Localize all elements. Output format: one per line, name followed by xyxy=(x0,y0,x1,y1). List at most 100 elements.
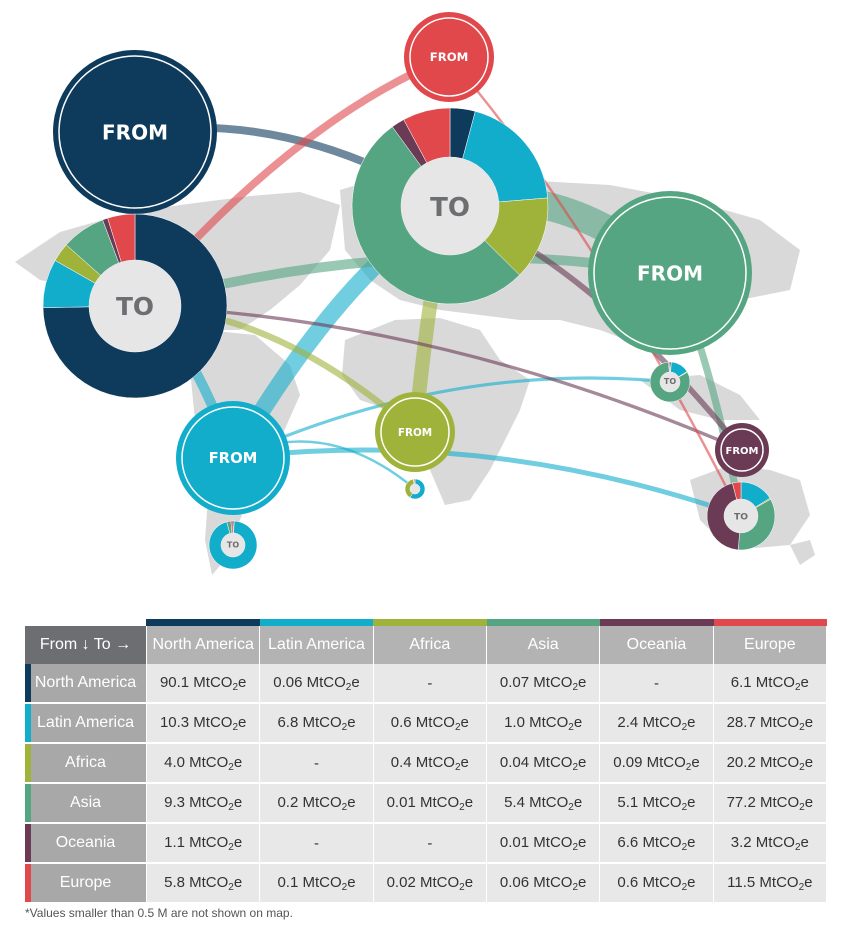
cell-unit-suffix: e xyxy=(804,753,814,771)
to-label: TO xyxy=(116,292,154,321)
donut-hole xyxy=(410,484,420,494)
cell-unit-suffix: e xyxy=(464,873,474,891)
flow-latin-america-to-oceania xyxy=(230,447,744,519)
cell-value: 0.04 MtCO xyxy=(499,753,573,771)
corner-bar-spacer xyxy=(25,619,146,626)
row-color-stripe xyxy=(25,704,31,742)
table-cell: 0.01 MtCO2e xyxy=(486,823,601,864)
cell-value: 0.4 MtCO xyxy=(390,753,455,771)
cell-unit-subscript: 2 xyxy=(681,721,688,733)
cell-unit-subscript: 2 xyxy=(459,801,465,813)
cell-unit-suffix: e xyxy=(238,673,247,691)
table-cell: 0.06 MtCO2e xyxy=(486,863,601,904)
to-node xyxy=(404,478,426,500)
table-cell: 0.1 MtCO2e xyxy=(259,863,374,904)
cell-unit-subscript: 2 xyxy=(341,881,348,893)
from-label: FROM xyxy=(430,50,469,64)
cell-unit-subscript: 2 xyxy=(798,881,805,893)
cell-value: 77.2 MtCO xyxy=(726,793,800,811)
cell-unit-suffix: e xyxy=(687,713,696,731)
from-circle-ring xyxy=(58,55,212,209)
row-header: Africa xyxy=(25,743,147,784)
row-header: Asia xyxy=(25,783,147,824)
cell-unit-suffix: e xyxy=(460,713,469,731)
table-cell: 3.2 MtCO2e xyxy=(713,823,828,864)
cell-unit-subscript: 2 xyxy=(454,761,461,773)
row-color-stripe xyxy=(25,664,31,702)
cell-value: 5.1 MtCO xyxy=(617,793,682,811)
row-color-stripe xyxy=(25,784,31,822)
cell-unit-suffix: e xyxy=(804,713,814,731)
donut-hole xyxy=(660,372,680,392)
cell-unit-suffix: e xyxy=(800,673,809,691)
cell-value: 6.6 MtCO xyxy=(617,833,682,851)
cell-unit-subscript: 2 xyxy=(572,761,579,773)
cell-unit-suffix: e xyxy=(804,793,814,811)
table-cell: - xyxy=(259,823,374,864)
column-header: Europe xyxy=(713,626,828,664)
table-cell: - xyxy=(373,823,487,864)
cell-unit-subscript: 2 xyxy=(454,721,461,733)
row-label: Asia xyxy=(69,794,102,811)
row-label: North America xyxy=(34,674,137,691)
table-cell: 90.1 MtCO2e xyxy=(146,664,261,704)
row-header: North America xyxy=(25,664,147,704)
from-circle-ring xyxy=(181,406,285,510)
cell-value: 10.3 MtCO xyxy=(159,713,233,731)
table-cell: 20.2 MtCO2e xyxy=(713,743,828,784)
cell-unit-subscript: 2 xyxy=(232,681,239,693)
from-node: FROM xyxy=(375,392,455,472)
row-header: Europe xyxy=(25,863,147,904)
cell-unit-suffix: e xyxy=(347,873,356,891)
from-circle-ring xyxy=(593,196,747,350)
from-node: FROM xyxy=(176,401,290,515)
cell-unit-suffix: e xyxy=(573,793,583,811)
column-color-bars xyxy=(25,619,827,626)
cell-unit-subscript: 2 xyxy=(681,841,688,853)
cell-unit-suffix: e xyxy=(233,753,243,771)
donut-hole xyxy=(724,499,758,533)
column-header: Africa xyxy=(373,626,487,664)
cell-value: 6.8 MtCO xyxy=(277,713,342,731)
cell-unit-subscript: 2 xyxy=(341,801,348,813)
cell-unit-suffix: e xyxy=(238,713,247,731)
table-cell: 2.4 MtCO2e xyxy=(599,703,714,744)
table-cell: 5.4 MtCO2e xyxy=(486,783,601,824)
table-cell: - xyxy=(373,664,487,704)
column-bar-north-america xyxy=(146,619,260,626)
cell-value: 1.0 MtCO xyxy=(504,713,569,731)
table-cell: 0.07 MtCO2e xyxy=(486,664,601,704)
table-cell: 0.6 MtCO2e xyxy=(599,863,714,904)
from-label: FROM xyxy=(102,120,168,144)
row-color-stripe xyxy=(25,864,31,902)
cell-value: 0.01 MtCO xyxy=(386,793,460,811)
table-cell: 0.04 MtCO2e xyxy=(486,743,601,784)
cell-unit-suffix: e xyxy=(464,793,474,811)
cell-value: 6.1 MtCO xyxy=(730,673,795,691)
table-cell: 0.2 MtCO2e xyxy=(259,783,374,824)
column-header: Asia xyxy=(486,626,601,664)
cell-value: 0.06 MtCO xyxy=(273,673,346,691)
cell-unit-suffix: e xyxy=(687,873,696,891)
cell-value: 3.2 MtCO xyxy=(730,833,795,851)
cell-unit-suffix: e xyxy=(800,833,809,851)
cell-unit-subscript: 2 xyxy=(572,841,579,853)
row-label: Africa xyxy=(65,754,106,771)
cell-unit-suffix: e xyxy=(233,793,243,811)
cell-value: 28.7 MtCO xyxy=(726,713,800,731)
table-cell: 77.2 MtCO2e xyxy=(713,783,828,824)
table-cell: 6.1 MtCO2e xyxy=(713,664,828,704)
table-cell: - xyxy=(259,743,374,784)
cell-value: 5.8 MtCO xyxy=(164,873,229,891)
table-row: Oceania 1.1 MtCO2e - -0.01 MtCO2e 6.6 MtCO2e… xyxy=(25,823,828,864)
table-cell: 11.5 MtCO2e xyxy=(713,863,828,904)
cell-unit-suffix: e xyxy=(460,753,469,771)
cell-unit-subscript: 2 xyxy=(568,801,574,813)
cell-unit-suffix: e xyxy=(573,713,583,731)
cell-value: 0.6 MtCO xyxy=(617,873,682,891)
to-node: TO xyxy=(208,520,258,570)
cell-unit-subscript: 2 xyxy=(232,721,239,733)
cell-unit-suffix: e xyxy=(691,753,700,771)
to-node: TO xyxy=(649,361,691,403)
cell-unit-subscript: 2 xyxy=(799,761,805,773)
